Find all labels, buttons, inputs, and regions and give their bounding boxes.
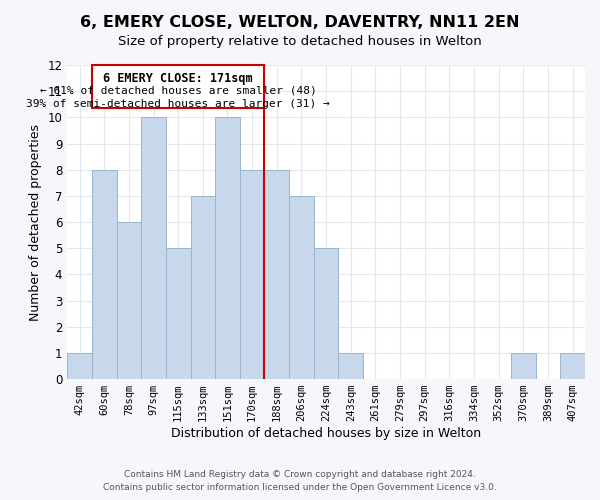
- Bar: [314, 248, 338, 379]
- Text: 6 EMERY CLOSE: 171sqm: 6 EMERY CLOSE: 171sqm: [103, 72, 253, 85]
- Bar: [215, 118, 240, 379]
- X-axis label: Distribution of detached houses by size in Welton: Distribution of detached houses by size …: [171, 427, 481, 440]
- Text: 39% of semi-detached houses are larger (31) →: 39% of semi-detached houses are larger (…: [26, 99, 330, 109]
- Text: Contains HM Land Registry data © Crown copyright and database right 2024.
Contai: Contains HM Land Registry data © Crown c…: [103, 470, 497, 492]
- Y-axis label: Number of detached properties: Number of detached properties: [29, 124, 42, 320]
- Bar: [191, 196, 215, 379]
- Bar: [240, 170, 265, 379]
- Bar: [166, 248, 191, 379]
- Text: ← 61% of detached houses are smaller (48): ← 61% of detached houses are smaller (48…: [40, 85, 317, 95]
- Bar: [116, 222, 141, 379]
- Bar: [560, 353, 585, 379]
- Bar: [289, 196, 314, 379]
- Bar: [67, 353, 92, 379]
- Text: 6, EMERY CLOSE, WELTON, DAVENTRY, NN11 2EN: 6, EMERY CLOSE, WELTON, DAVENTRY, NN11 2…: [80, 15, 520, 30]
- Text: Size of property relative to detached houses in Welton: Size of property relative to detached ho…: [118, 35, 482, 48]
- Bar: [338, 353, 363, 379]
- Bar: [511, 353, 536, 379]
- Bar: [265, 170, 289, 379]
- Bar: [92, 170, 116, 379]
- Bar: [141, 118, 166, 379]
- FancyBboxPatch shape: [92, 65, 265, 108]
